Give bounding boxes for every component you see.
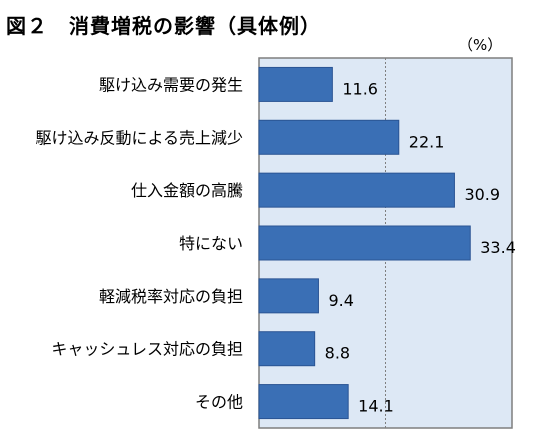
bar	[258, 384, 349, 420]
value-label: 30.9	[464, 185, 500, 204]
category-label: 駆け込み反動による売上減少	[35, 128, 243, 147]
bar	[258, 331, 316, 367]
value-label: 14.1	[358, 397, 394, 416]
category-label: 特にない	[179, 234, 243, 253]
value-label: 33.4	[480, 238, 516, 257]
unit-label: （%）	[458, 36, 503, 54]
value-label: 8.8	[325, 344, 350, 363]
bar	[258, 278, 319, 314]
value-label: 11.6	[342, 79, 378, 98]
value-label: 22.1	[409, 132, 445, 151]
category-label: その他	[195, 393, 243, 412]
category-label: キャッシュレス対応の負担	[51, 340, 243, 359]
bar	[258, 119, 400, 155]
chart-title: 図２ 消費増税の影響（具体例）	[6, 14, 321, 38]
category-label: 駆け込み需要の発生	[99, 75, 243, 94]
value-label: 9.4	[328, 291, 353, 310]
category-label: 軽減税率対応の負担	[99, 287, 243, 306]
bar	[258, 225, 471, 261]
bar	[258, 172, 455, 208]
bar	[258, 66, 333, 102]
category-label: 仕入金額の高騰	[131, 181, 243, 200]
